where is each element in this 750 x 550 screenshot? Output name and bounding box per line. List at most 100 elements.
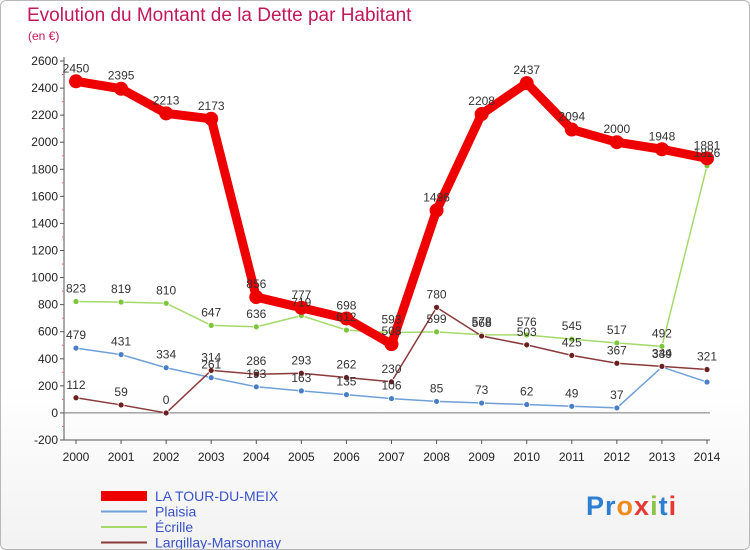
data-label: 314 bbox=[201, 350, 221, 364]
y-tick-label: 1200 bbox=[31, 244, 58, 258]
data-point bbox=[523, 331, 531, 339]
data-label: 37 bbox=[610, 388, 624, 402]
data-point bbox=[252, 383, 260, 391]
x-tick-label: 2006 bbox=[333, 450, 360, 464]
y-tick-label: 2600 bbox=[31, 54, 58, 68]
data-label: 545 bbox=[562, 319, 582, 333]
y-tick-label: 1800 bbox=[31, 162, 58, 176]
data-label: 810 bbox=[156, 283, 176, 297]
data-label: 425 bbox=[562, 335, 582, 349]
data-point bbox=[523, 401, 531, 408]
data-point bbox=[162, 364, 170, 372]
data-label: 492 bbox=[652, 326, 672, 340]
legend-label: Largillay-Marsonnay bbox=[155, 535, 281, 550]
data-label: 2437 bbox=[513, 63, 540, 77]
data-point bbox=[162, 299, 170, 307]
data-point bbox=[654, 142, 669, 157]
data-label: 261 bbox=[201, 358, 221, 372]
data-label: 431 bbox=[111, 335, 131, 349]
data-label: 647 bbox=[201, 305, 221, 319]
data-point bbox=[700, 151, 714, 166]
data-label: 593 bbox=[381, 313, 401, 327]
data-label: 2213 bbox=[153, 93, 180, 107]
x-tick-label: 2001 bbox=[108, 450, 135, 464]
logo-letter: x bbox=[634, 491, 651, 521]
data-point bbox=[523, 341, 531, 349]
data-point bbox=[159, 106, 174, 121]
data-label: 193 bbox=[246, 367, 266, 381]
legend-label: Plaisia bbox=[155, 504, 196, 520]
x-tick-label: 2002 bbox=[153, 450, 180, 464]
data-label: 517 bbox=[607, 323, 627, 337]
data-point bbox=[252, 323, 260, 331]
data-label: 49 bbox=[565, 386, 579, 400]
data-label: 286 bbox=[246, 354, 266, 368]
data-label: 85 bbox=[430, 381, 444, 395]
data-point bbox=[114, 81, 129, 96]
data-label: 2094 bbox=[558, 109, 585, 123]
proxiti-logo: Proxiti bbox=[586, 491, 677, 522]
data-label: 262 bbox=[336, 357, 356, 371]
data-point bbox=[613, 339, 621, 347]
data-label: 1826 bbox=[694, 146, 721, 160]
y-tick-label: -200 bbox=[34, 433, 58, 447]
data-label: 2000 bbox=[604, 122, 631, 136]
y-tick-label: 400 bbox=[38, 352, 58, 366]
data-point bbox=[343, 374, 350, 381]
data-point bbox=[564, 122, 579, 137]
logo-letter: t bbox=[658, 491, 669, 521]
data-point bbox=[478, 399, 486, 407]
data-label: 163 bbox=[291, 371, 311, 385]
data-point bbox=[207, 367, 215, 374]
data-point bbox=[609, 135, 624, 150]
y-tick-label: 200 bbox=[38, 379, 58, 393]
logo-letter: i bbox=[668, 491, 678, 521]
data-point bbox=[117, 351, 125, 358]
data-point bbox=[69, 74, 83, 89]
data-point bbox=[474, 107, 489, 122]
x-tick-label: 2000 bbox=[63, 450, 90, 464]
data-point bbox=[72, 344, 80, 352]
data-label: 106 bbox=[381, 379, 401, 393]
y-tick-label: 2000 bbox=[31, 135, 58, 149]
data-point bbox=[388, 395, 395, 402]
data-label: 568 bbox=[472, 316, 492, 330]
data-label: 112 bbox=[66, 378, 85, 392]
data-label: 698 bbox=[336, 298, 356, 312]
data-label: 578 bbox=[472, 315, 492, 329]
data-label: 503 bbox=[517, 325, 537, 339]
data-label: 780 bbox=[427, 287, 447, 301]
data-point bbox=[249, 290, 264, 305]
data-label: 73 bbox=[475, 383, 489, 397]
data-point bbox=[568, 352, 576, 359]
data-label: 2450 bbox=[63, 61, 90, 75]
y-tick-label: 1000 bbox=[31, 271, 58, 285]
data-label: 2208 bbox=[468, 94, 495, 108]
data-point bbox=[519, 76, 534, 91]
data-label: 321 bbox=[697, 349, 717, 363]
x-tick-label: 2012 bbox=[604, 450, 631, 464]
x-tick-label: 2003 bbox=[198, 450, 225, 464]
data-label: 719 bbox=[291, 296, 311, 310]
chart-title: Evolution du Montant de la Dette par Hab… bbox=[27, 5, 412, 26]
x-tick-label: 2004 bbox=[243, 450, 270, 464]
x-tick-label: 2010 bbox=[513, 450, 540, 464]
data-label: 2173 bbox=[198, 99, 225, 113]
data-point bbox=[343, 326, 350, 334]
data-point bbox=[297, 387, 305, 395]
data-point bbox=[343, 391, 350, 399]
data-point bbox=[72, 298, 80, 305]
legend-label: LA TOUR-DU-MEIX bbox=[155, 488, 279, 504]
data-label: 576 bbox=[517, 315, 537, 329]
data-point bbox=[117, 298, 125, 306]
x-tick-label: 2008 bbox=[423, 450, 450, 464]
data-point bbox=[703, 378, 711, 386]
y-tick-label: 2400 bbox=[31, 81, 58, 95]
logo-letter: P bbox=[586, 491, 606, 521]
data-label: 636 bbox=[246, 307, 266, 321]
data-label: 1948 bbox=[649, 129, 676, 143]
data-point bbox=[339, 311, 354, 326]
data-point bbox=[294, 300, 309, 315]
